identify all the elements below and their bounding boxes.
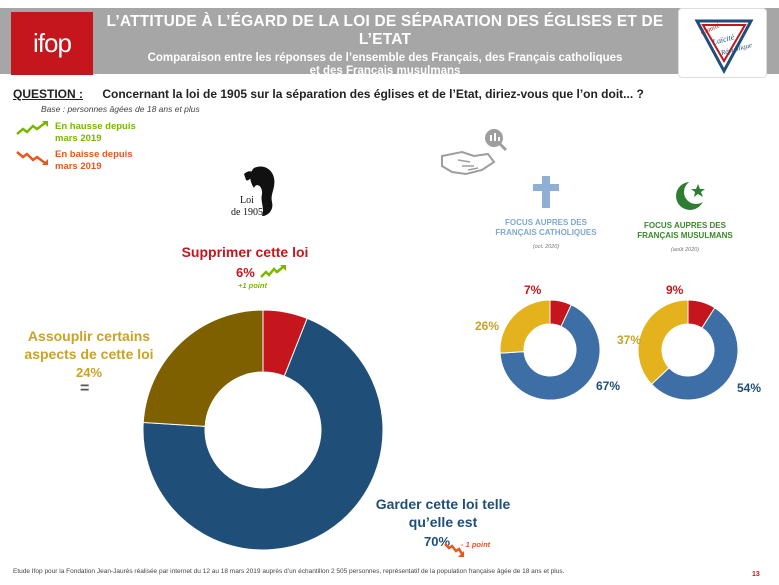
footer-note: Etude Ifop pour la Fondation Jean-Jaurès… xyxy=(13,568,565,575)
portrait-caption-line1: Loi xyxy=(240,195,254,206)
page-subtitle-line1: Comparaison entre les réponses de l’ense… xyxy=(147,52,623,64)
catholic-donut-chart xyxy=(499,299,601,401)
main-slice-garder xyxy=(142,317,384,551)
focus-muslim-date: (août 2020) xyxy=(670,247,700,253)
label-supprimer: Supprimer cette loi xyxy=(181,244,309,260)
page-subtitle-line2: et des Français musulmans xyxy=(309,65,461,77)
delta-assouplir: = xyxy=(80,380,90,397)
portrait-icon xyxy=(244,166,275,216)
value-supprimer: 6% xyxy=(236,265,255,280)
delta-supprimer: +1 point xyxy=(238,281,267,290)
crescent-icon xyxy=(676,180,708,210)
label-garder: Garder cette loi telle qu’elle est xyxy=(375,496,511,530)
muslim-donut-chart xyxy=(637,299,739,401)
portrait-caption: Loi de 1905 xyxy=(222,195,272,219)
delta-garder: - 1 point xyxy=(461,540,491,549)
page-number: 13 xyxy=(752,571,760,578)
mus-slice-garder xyxy=(650,307,739,401)
base-note: Base : personnes âgées de 18 ans et plus xyxy=(41,104,200,114)
comite-logo-graphic: Laïcité Comité République xyxy=(694,19,754,75)
focus-muslim: FOCUS AUPRES DES FRANÇAIS MUSULMANS (aoû… xyxy=(630,221,740,255)
value-garder: 70% xyxy=(424,534,451,549)
portrait-caption-line2: de 1905 xyxy=(231,207,263,218)
legend-up: En hausse depuis mars 2019 xyxy=(15,121,145,145)
cath-slice-garder xyxy=(499,304,601,401)
question-text: Concernant la loi de 1905 sur la séparat… xyxy=(102,87,644,101)
mus-value-supprimer: 9% xyxy=(666,283,684,297)
mus-value-garder: 54% xyxy=(737,381,762,395)
ifop-logo: ifop xyxy=(11,12,93,75)
cath-value-garder: 67% xyxy=(596,379,621,393)
mus-value-assouplir: 37% xyxy=(617,333,642,347)
trend-up-icon xyxy=(16,121,48,135)
trend-down-icon xyxy=(16,151,48,165)
cross-icon xyxy=(533,176,559,208)
title-block: L’ATTITUDE À L’ÉGARD DE LA LOI DE SÉPARA… xyxy=(100,13,670,78)
label-assouplir: Assouplir certains aspects de cette loi xyxy=(24,328,154,362)
value-assouplir: 24% xyxy=(76,365,103,380)
cath-slice-assouplir xyxy=(499,299,551,354)
legend-up-text: En hausse depuis mars 2019 xyxy=(55,121,136,144)
focus-catholic: FOCUS AUPRES DES FRANÇAIS CATHOLIQUES (o… xyxy=(486,218,606,252)
comite-laicite-logo: Laïcité Comité République xyxy=(678,8,767,78)
trend-down-small-icon xyxy=(444,543,464,557)
legend-down-text: En baisse depuis mars 2019 xyxy=(55,149,133,172)
main-slice-assouplir xyxy=(142,309,264,427)
main-donut-chart xyxy=(142,309,384,551)
focus-catholic-date: (oct. 2020) xyxy=(532,244,560,250)
cath-value-assouplir: 26% xyxy=(475,319,500,333)
mus-slice-assouplir xyxy=(637,299,689,385)
question: QUESTION : Concernant la loi de 1905 sur… xyxy=(13,87,644,101)
ifop-logo-text: ifop xyxy=(33,28,72,58)
focus-catholic-title: FOCUS AUPRES DES FRANÇAIS CATHOLIQUES xyxy=(495,218,597,237)
cath-value-supprimer: 7% xyxy=(524,283,542,297)
question-label: QUESTION : xyxy=(13,87,84,101)
trend-up-small-icon xyxy=(260,265,286,278)
page-title: L’ATTITUDE À L’ÉGARD DE LA LOI DE SÉPARA… xyxy=(106,13,664,48)
handshake-icon xyxy=(441,129,508,176)
header: ifop L’ATTITUDE À L’ÉGARD DE LA LOI DE S… xyxy=(0,0,779,82)
focus-muslim-title: FOCUS AUPRES DES FRANÇAIS MUSULMANS xyxy=(637,221,733,240)
legend-down: En baisse depuis mars 2019 xyxy=(15,149,145,173)
header-band xyxy=(0,8,779,74)
